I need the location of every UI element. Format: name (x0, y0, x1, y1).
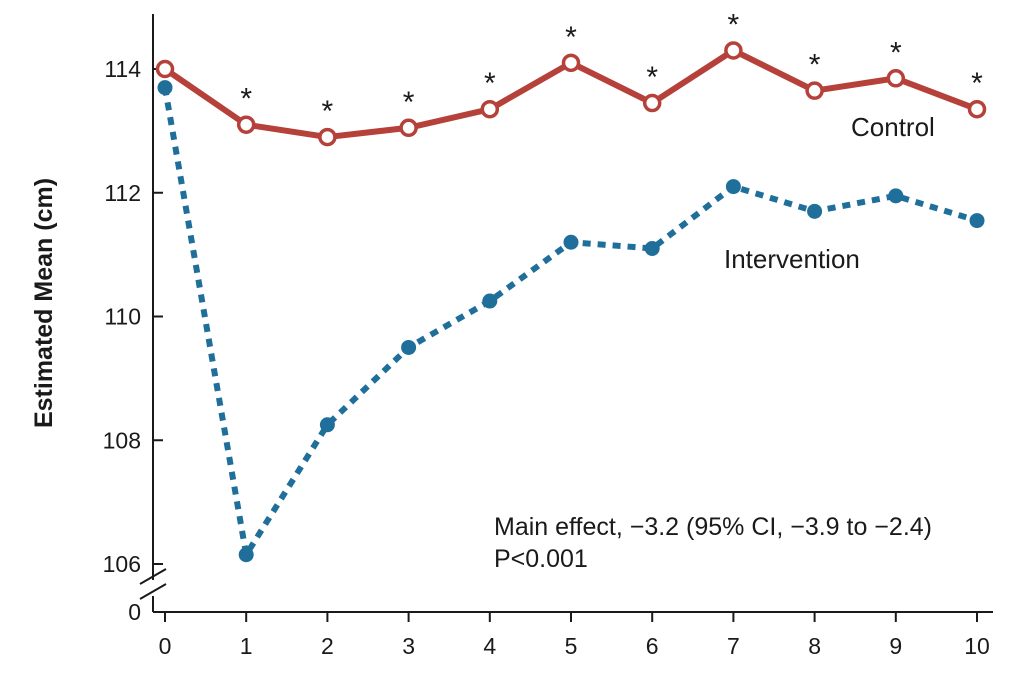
y-axis-title: Estimated Mean (cm) (30, 178, 58, 428)
significance-star: * (484, 67, 496, 100)
significance-star: * (240, 83, 252, 116)
point-intervention (563, 234, 579, 250)
significance-markers: * * * * * * * * * * (240, 8, 983, 128)
point-control (480, 99, 500, 119)
x-tick-label: 0 (159, 633, 172, 659)
significance-star: * (565, 21, 577, 54)
x-tick-label: 6 (646, 633, 659, 659)
x-tick-label: 4 (483, 633, 496, 659)
x-tick-label: 5 (565, 633, 578, 659)
series-label-control: Control (851, 112, 935, 142)
point-intervention (644, 240, 660, 256)
x-tick-label: 3 (402, 633, 415, 659)
significance-star: * (646, 61, 658, 94)
significance-star: * (971, 67, 983, 100)
x-tick-label: 1 (240, 633, 253, 659)
point-control (967, 99, 987, 119)
y-tick-label: 112 (104, 180, 141, 206)
significance-star: * (890, 36, 902, 69)
x-tick-label: 8 (808, 633, 821, 659)
point-control (561, 53, 581, 73)
point-intervention (807, 203, 823, 219)
significance-star: * (403, 86, 415, 119)
significance-star: * (728, 8, 740, 41)
point-intervention (969, 213, 985, 229)
significance-star: * (809, 49, 821, 82)
point-control (886, 69, 906, 88)
y-tick-label: 110 (104, 304, 141, 330)
significance-star: * (322, 95, 334, 128)
point-intervention (401, 339, 417, 355)
axes (139, 14, 993, 622)
point-intervention (319, 417, 335, 433)
axis-break-mark (139, 583, 167, 600)
point-control (642, 93, 662, 113)
y-tick-label: 106 (103, 551, 141, 577)
point-intervention (157, 80, 173, 96)
y-tick-label: 0 (128, 599, 141, 625)
chart-text: 106 108 110 112 114 00 1 2 3 4 5 6 7 8 9 10 Estimated Me… (30, 56, 990, 659)
point-control (805, 81, 824, 100)
point-control (155, 59, 175, 79)
y-tick-label: 108 (103, 427, 141, 453)
x-tick-label: 9 (889, 633, 902, 659)
x-tick-label: 7 (727, 633, 740, 659)
point-intervention (482, 293, 498, 309)
point-intervention (725, 179, 741, 195)
x-tick-label: 10 (964, 633, 990, 659)
series-label-intervention: Intervention (724, 244, 860, 274)
axis-break-mark (139, 568, 167, 585)
point-control (318, 127, 337, 147)
point-control (236, 115, 256, 134)
point-intervention (238, 547, 254, 563)
x-tick-label: 2 (321, 633, 334, 659)
point-control (724, 41, 743, 60)
annotation-main-effect: Main effect, −3.2 (95% CI, −3.9 to −2.4) (494, 513, 932, 541)
y-tick-label: 114 (104, 56, 141, 82)
series-markers (155, 41, 987, 563)
series-line-intervention (162, 87, 978, 563)
point-intervention (888, 188, 904, 204)
annotation-p-value: P<0.001 (494, 545, 588, 573)
point-control (399, 118, 418, 138)
